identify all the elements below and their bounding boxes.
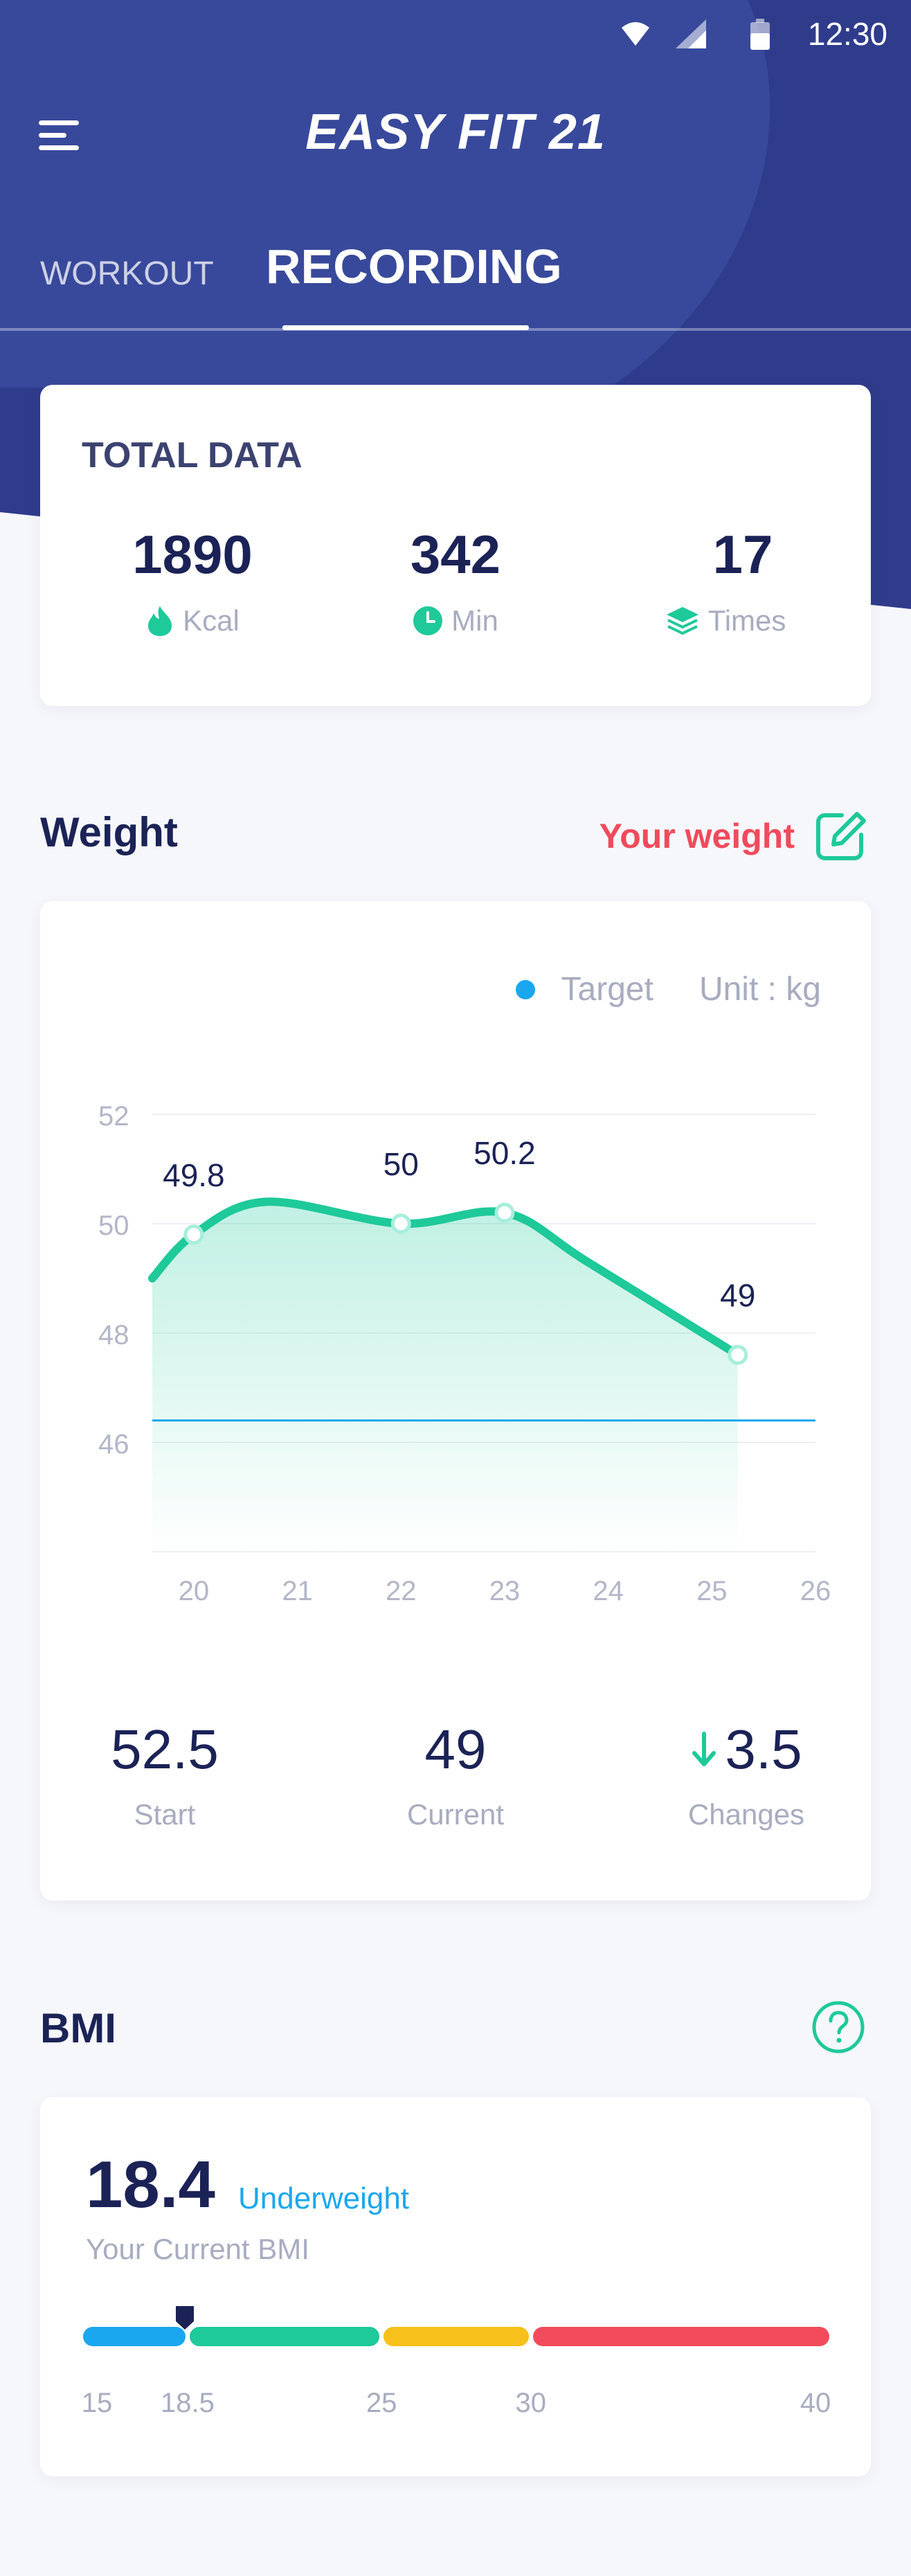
legend-target-label: Target [561,971,653,1008]
question-circle-icon[interactable] [811,2000,865,2054]
weight-start-value: 52.5 [111,1718,219,1780]
bmi-tick-label: 25 [366,2388,397,2418]
weight-data-label: 49.8 [163,1157,225,1193]
bmi-tick-label: 40 [800,2388,831,2418]
bmi-caption: Your Current BMI [86,2233,309,2265]
app-title: EASY FIT 21 [305,105,606,160]
bmi-segment [189,2327,380,2346]
weight-section-title: Weight [40,809,178,855]
status-icons [622,19,770,50]
tab-recording[interactable]: RECORDING [266,239,562,293]
x-tick-label: 26 [800,1576,831,1606]
cell-signal-icon [676,19,706,48]
x-tick-label: 23 [489,1576,521,1606]
weight-point [390,1213,411,1234]
stat-min: 342 Min [324,523,587,637]
status-time: 12:30 [807,16,887,52]
bmi-card: 18.4 Underweight Your Current BMI 15 18.5… [40,2097,871,2476]
stat-kcal-unit: Kcal [183,604,240,637]
weight-current-label: Current [406,1798,505,1831]
active-tab-indicator [282,325,529,330]
weight-area [152,1201,738,1552]
bmi-segment [83,2327,186,2346]
weight-data-label: 49 [720,1278,755,1314]
status-bar: 12:30 [0,0,911,69]
bmi-tick-label: 18.5 [160,2388,215,2418]
bmi-marker-icon [175,2306,194,2330]
weight-current: 49 Current [331,1718,580,1831]
unit-label: Unit : kg [698,971,821,1008]
bmi-value: 18.4 [86,2148,215,2222]
edit-icon[interactable] [814,810,868,862]
weight-point [494,1202,515,1223]
weight-card: Target Unit : kg 49.8 50 50.2 49 52 50 48 46 2… [40,901,871,1901]
weight-data-label: 50.2 [473,1135,536,1171]
weight-chart: 49.8 50 50.2 49 52 50 48 46 20 21 22 23 24 25 26 [98,1101,831,1606]
bmi-tick-label: 30 [515,2388,547,2418]
tab-bar: WORKOUT RECORDING [0,228,911,332]
x-tick-label: 24 [593,1576,624,1606]
x-tick-label: 20 [179,1576,210,1606]
y-tick-label: 48 [98,1320,129,1350]
bmi-segment [532,2327,829,2346]
tab-workout[interactable]: WORKOUT [40,255,214,292]
arrow-down-icon [692,1732,716,1766]
y-tick-label: 52 [98,1101,129,1132]
battery-icon [750,19,770,50]
weight-point [728,1345,748,1366]
bmi-scale-bar [83,2327,829,2346]
stat-times: 17 Times [594,523,857,637]
y-tick-label: 46 [98,1429,129,1460]
hamburger-menu-icon[interactable] [39,116,84,155]
x-tick-label: 21 [282,1576,313,1606]
weight-changes-value: 3.5 [725,1718,802,1780]
wifi-icon [622,22,649,46]
target-legend-dot [515,979,535,999]
stat-kcal-value: 1890 [132,524,253,585]
stat-min-value: 342 [410,524,501,585]
chart-legend: Target Unit : kg [515,970,821,1008]
x-tick-label: 22 [386,1576,417,1606]
your-weight-button[interactable]: Your weight [599,810,868,862]
layers-icon [666,607,698,635]
bmi-segment [384,2327,529,2346]
weight-start: 52.5 Start [40,1718,289,1831]
weight-start-label: Start [134,1798,196,1831]
total-data-card: TOTAL DATA 1890 Kcal 342 Min 17 [40,385,871,706]
bmi-section-title: BMI [40,2005,116,2051]
bmi-status: Underweight [238,2182,410,2215]
clock-icon [413,606,443,635]
weight-line [148,1197,742,1359]
your-weight-label: Your weight [599,817,795,855]
bmi-tick-label: 15 [81,2388,113,2418]
tab-divider [0,328,911,331]
stat-kcal: 1890 Kcal [61,523,324,637]
weight-changes-label: Changes [687,1798,805,1831]
y-tick-label: 50 [98,1210,129,1241]
stat-times-unit: Times [707,604,786,637]
weight-point [183,1224,204,1245]
total-data-title: TOTAL DATA [82,435,303,475]
stat-times-value: 17 [712,524,773,585]
weight-data-label: 50 [384,1146,419,1182]
flame-icon [148,606,172,636]
x-tick-label: 25 [696,1576,728,1606]
stat-min-unit: Min [451,604,498,637]
weight-current-value: 49 [424,1718,487,1780]
weight-changes: 3.5 Changes [622,1718,871,1831]
